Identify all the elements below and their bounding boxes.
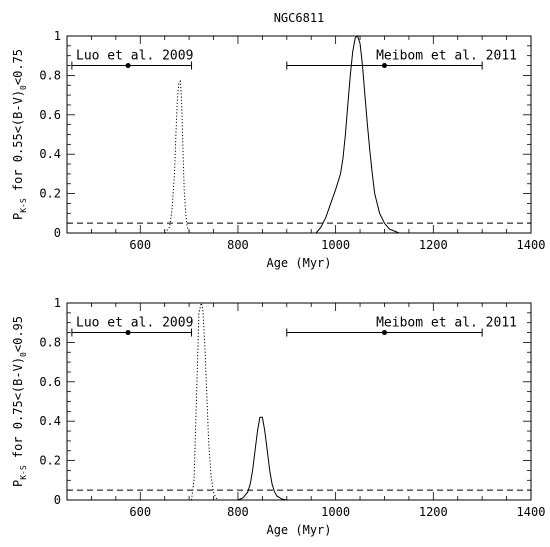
y-tick-label: 0 [54,226,61,240]
series-dotted-line [191,302,219,501]
errorbar-marker [381,63,387,69]
x-tick-label: 1000 [321,505,350,519]
errorbar-marker [125,330,131,336]
y-tick-label: 0.2 [39,454,61,468]
x-tick-label: 600 [129,505,151,519]
errorbar-label: Luo et al. 2009 [76,316,193,331]
y-tick-label: 0.4 [39,147,61,161]
chart-panel-2: 600 800 1000 1200 1400 0 0.2 0.4 0.6 0.8 1 Luo et a… [11,296,545,537]
x-tick-label: 600 [129,238,151,252]
y-tick-label: 0.6 [39,375,61,389]
y-tick-label: 0.6 [39,108,61,122]
x-tick-label: 1000 [321,238,350,252]
y-tick-label: 0.8 [39,335,61,349]
x-tick-label: 1200 [419,238,448,252]
x-axis-label: Age (Myr) [266,256,331,270]
y-tick-label: 0.8 [39,68,61,82]
errorbar-marker [381,330,387,336]
chart-panel-1: 600 800 1000 1200 1400 0 0.2 0.4 0.6 0.8 1 Luo et a… [11,29,545,270]
errorbar-marker [125,63,131,69]
series-dotted-line [164,79,192,234]
series-solid-line [237,416,287,501]
y-axis-label: PK-S for 0.75<(B-V)0<0.95 [11,316,28,487]
y-axis-label: PK-S for 0.55<(B-V)0<0.75 [11,49,28,220]
x-tick-label: 1400 [517,238,546,252]
x-axis-label: Age (Myr) [266,523,331,537]
figure-title: NGC6811 [274,11,325,25]
y-tick-label: 0.4 [39,414,61,428]
series-solid-line [315,35,400,234]
y-tick-label: 0.2 [39,187,61,201]
x-tick-label: 1400 [517,505,546,519]
y-tick-label: 1 [54,296,61,310]
x-tick-label: 800 [227,238,249,252]
y-tick-label: 1 [54,29,61,43]
x-tick-label: 800 [227,505,249,519]
errorbar-label: Meibom et al. 2011 [376,49,517,64]
x-tick-label: 1200 [419,505,448,519]
y-tick-label: 0 [54,493,61,507]
errorbar-label: Luo et al. 2009 [76,49,193,64]
errorbar-label: Meibom et al. 2011 [376,316,517,331]
